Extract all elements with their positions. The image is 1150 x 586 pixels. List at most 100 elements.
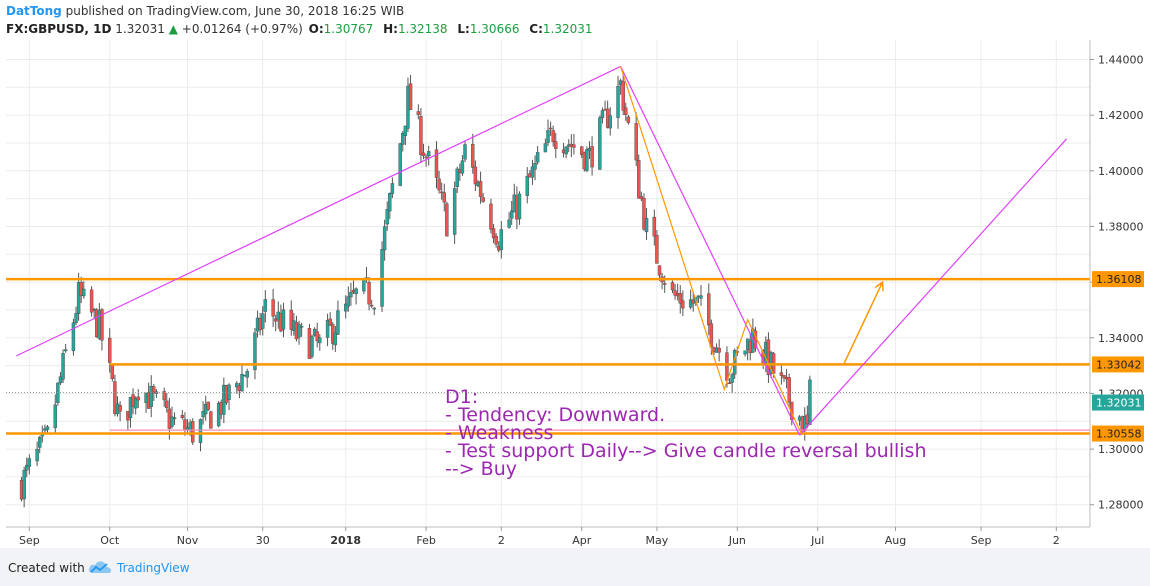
candle-body	[517, 193, 522, 220]
candle-body	[128, 396, 133, 418]
candle-body	[245, 371, 249, 378]
high-value: 1.32138	[397, 22, 448, 36]
candle-body	[473, 166, 478, 185]
candle-body	[808, 379, 812, 425]
open-label: O:	[308, 22, 324, 36]
candle-body	[546, 130, 550, 143]
candle-body	[600, 110, 605, 118]
candle-body	[408, 83, 413, 111]
annotation-block: D1:- Tendency: Downward.- Weakness- Test…	[445, 386, 927, 480]
price-levels	[6, 277, 1090, 435]
candle-body	[427, 151, 431, 157]
candle-body	[554, 141, 558, 149]
candle-body	[662, 283, 667, 285]
candle-body	[261, 313, 265, 329]
up-arrow-icon: ▲	[168, 22, 178, 36]
candle-body	[61, 353, 65, 380]
candle-body	[401, 133, 405, 145]
tradingview-link[interactable]: TradingView	[117, 561, 190, 575]
candle-body	[452, 188, 457, 235]
candle-body	[172, 417, 177, 420]
candle-body	[336, 310, 340, 335]
candle-body	[727, 382, 732, 384]
x-tick-label: Nov	[177, 534, 199, 547]
candle-body	[580, 146, 584, 155]
candle-body	[22, 470, 26, 500]
candle-body	[437, 178, 441, 191]
candle-body	[491, 228, 496, 239]
x-tick-label: Oct	[100, 534, 120, 547]
candle-body	[318, 337, 322, 344]
candle-body	[297, 324, 301, 338]
candle-body	[616, 85, 620, 118]
candle-body	[398, 143, 402, 186]
candle-body	[652, 216, 657, 237]
author-name[interactable]: DatTong	[6, 4, 62, 18]
abc-pattern	[620, 66, 803, 436]
high-label: H:	[383, 22, 398, 36]
symbol-label: FX:GBPUSD, 1D	[6, 22, 112, 36]
price-level-label: 1.36108	[1096, 273, 1142, 286]
candle-body	[543, 143, 548, 153]
candle-body	[328, 318, 332, 326]
annotation-line: --> Buy	[445, 458, 517, 480]
candle-body	[53, 404, 57, 429]
candle-body	[598, 117, 602, 170]
x-tick-label: May	[646, 534, 669, 547]
candle-body	[717, 347, 721, 353]
candle-body	[162, 391, 166, 401]
candle-body	[725, 352, 729, 381]
candle-body	[35, 448, 39, 462]
open-value: 1.30767	[323, 22, 374, 36]
candle-body	[209, 411, 213, 429]
candle-body	[349, 292, 353, 298]
candle-body	[670, 282, 675, 291]
candle-body	[82, 288, 86, 297]
candle-body	[548, 127, 553, 130]
candle-body	[263, 299, 268, 312]
candle-body	[403, 125, 408, 136]
publish-line: DatTong published on TradingView.com, Ju…	[6, 4, 404, 18]
candle-body	[216, 402, 221, 427]
candle-body	[333, 332, 338, 346]
candle-body	[372, 307, 376, 310]
candle-body	[136, 396, 140, 401]
candle-body	[118, 405, 122, 412]
x-tick-label: Apr	[572, 534, 592, 547]
candle-body	[707, 293, 711, 326]
trendline	[620, 66, 801, 436]
last-price-text: 1.32031	[115, 22, 165, 36]
candle-body	[253, 332, 257, 370]
y-tick-label: 1.44000	[1098, 53, 1144, 66]
price-level-label: 1.33042	[1096, 358, 1142, 371]
candle-body	[642, 197, 646, 230]
candle-body	[455, 168, 459, 187]
candle-body	[133, 398, 138, 409]
arrow-head-icon	[874, 280, 884, 292]
y-tick-label: 1.42000	[1098, 109, 1144, 122]
candle-body	[489, 203, 493, 230]
candle-body	[681, 300, 685, 309]
annotation-line: - Test support Daily--> Give candle reve…	[445, 440, 927, 462]
candle-body	[165, 400, 169, 409]
candle-body	[779, 372, 784, 376]
candle-body	[782, 375, 786, 379]
publish-text: published on TradingView.com, June 30, 2…	[65, 4, 405, 18]
price-chart[interactable]: D1:- Tendency: Downward.- Weakness- Test…	[0, 0, 1150, 548]
price-level-badge	[1092, 271, 1144, 288]
candle-body	[730, 374, 734, 383]
candle-body	[481, 197, 485, 202]
tradingview-logo-icon	[88, 561, 112, 573]
x-tick-label: Feb	[416, 534, 435, 547]
candle-body	[76, 282, 81, 314]
candle-body	[621, 81, 625, 111]
candle-body	[442, 192, 446, 203]
annotation-line: - Weakness	[445, 422, 553, 444]
candle-body	[673, 290, 677, 296]
candle-body	[367, 282, 371, 305]
candle-body	[385, 209, 389, 225]
annotation-line: D1:	[445, 386, 478, 408]
candle-body	[530, 166, 535, 178]
candle-body	[198, 419, 203, 443]
candle-body	[551, 130, 555, 143]
